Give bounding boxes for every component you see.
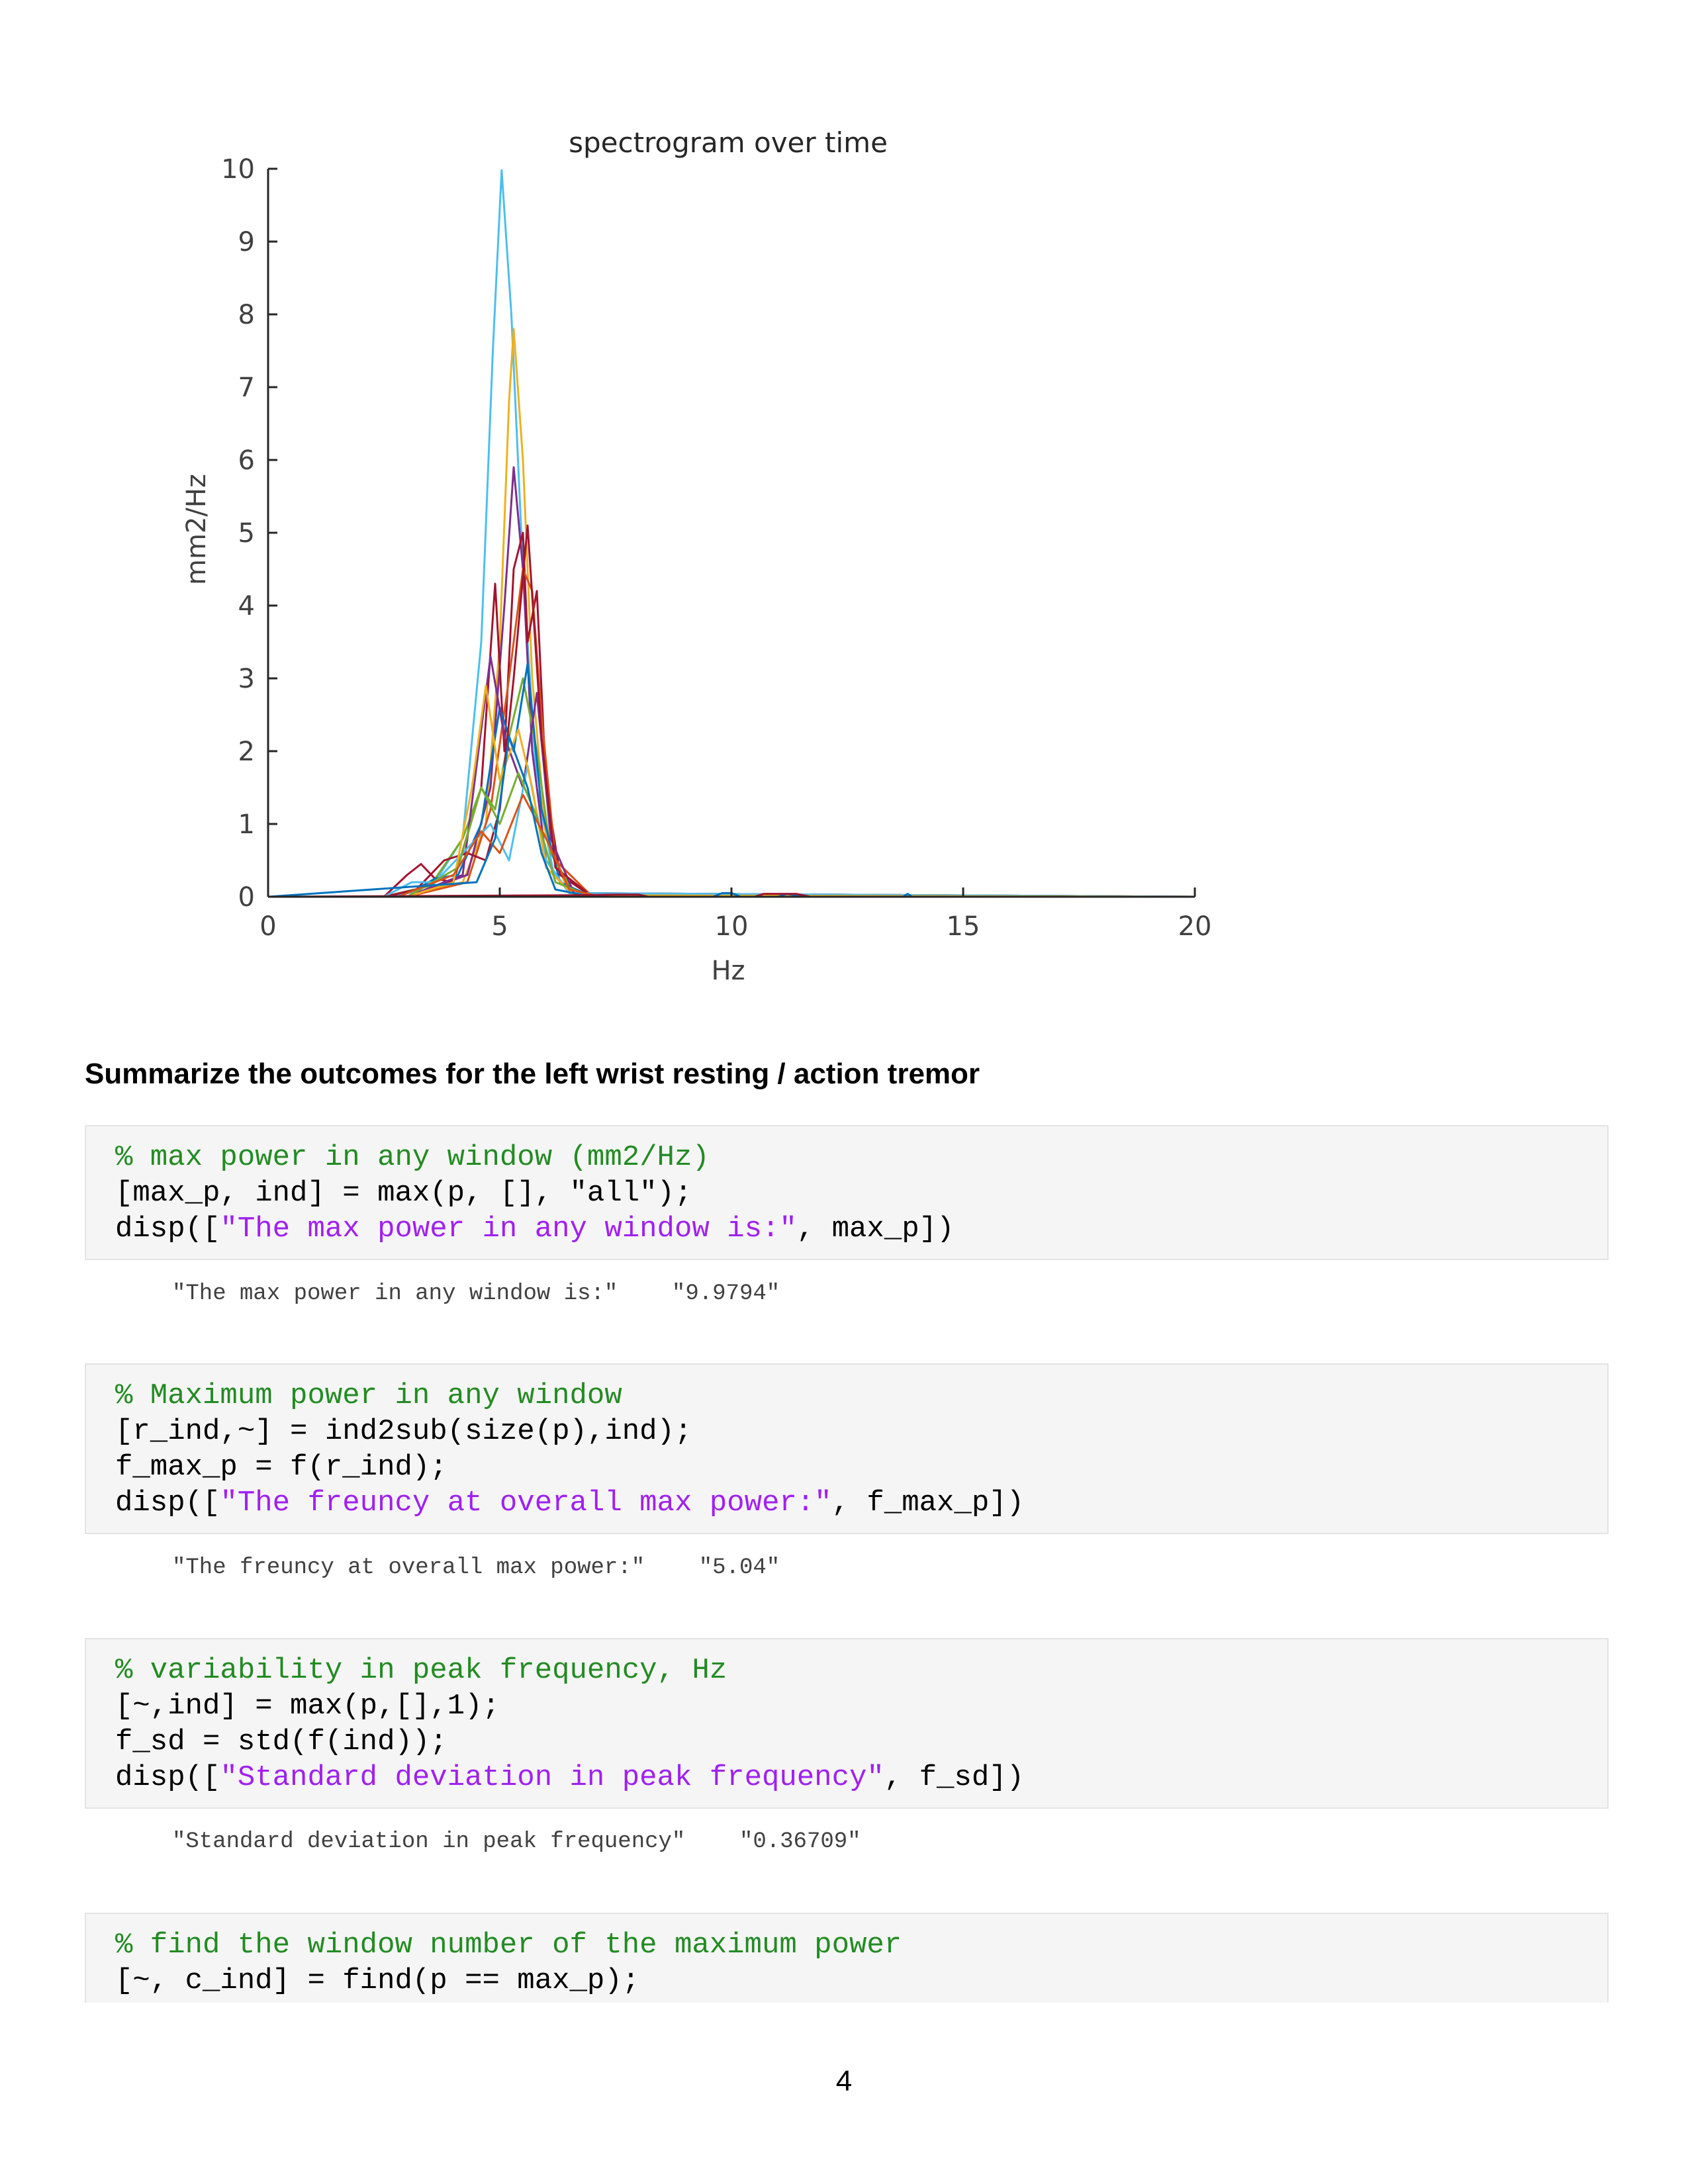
code-line: f_sd = std(f(ind)); [115, 1725, 447, 1758]
series-line-13 [268, 794, 1195, 898]
x-tick-label: 5 [491, 911, 508, 942]
code-comment: % Maximum power in any window [115, 1379, 622, 1412]
code-text: disp([ [115, 1761, 220, 1794]
y-tick-label: 4 [238, 591, 255, 621]
code-line: disp(["The max power in any window is:",… [115, 1211, 1578, 1247]
code-comment: % find the window number of the maximum … [115, 1929, 902, 1962]
x-tick-label: 0 [259, 911, 276, 942]
x-tick-label: 10 [715, 911, 749, 942]
y-tick-label: 1 [238, 809, 255, 840]
code-text: disp([ [115, 1212, 220, 1246]
code-line: [r_ind,~] = ind2sub(size(p),ind); [115, 1415, 692, 1448]
code-string: "The max power in any window is:" [220, 1212, 797, 1246]
x-axis-label: Hz [711, 956, 745, 986]
series-line-2 [268, 328, 1196, 898]
code-text: disp([ [115, 1486, 220, 1520]
code-line: disp(["Standard deviation in peak freque… [115, 1760, 1578, 1796]
x-axis-ticks: 0 5 10 15 20 [259, 887, 1211, 942]
code-string: "Standard deviation in peak frequency" [220, 1761, 884, 1794]
code-line: [~,ind] = max(p,[],1); [115, 1690, 500, 1723]
y-axis-ticks: 0 1 2 3 4 5 6 7 8 9 10 [221, 154, 277, 913]
cell-output-1: "The max power in any window is:" "9.979… [172, 1281, 780, 1306]
code-line: [~, c_ind] = find(p == max_p); [115, 1964, 640, 1997]
code-line: disp(["The freuncy at overall max power:… [115, 1485, 1578, 1521]
axes [267, 169, 1195, 898]
code-text: , max_p]) [796, 1212, 955, 1246]
code-comment: % variability in peak frequency, Hz [115, 1654, 727, 1687]
y-tick-label: 8 [238, 300, 255, 330]
page-number: 4 [835, 2065, 853, 2097]
series-line-4 [268, 531, 1195, 898]
series-line-11 [268, 684, 1196, 898]
y-tick-label: 5 [238, 518, 255, 549]
series-line-9 [268, 524, 1195, 898]
y-tick-label: 9 [238, 227, 255, 257]
x-tick-label: 20 [1178, 911, 1212, 942]
series-line-8 [268, 655, 1196, 898]
code-cell-3[interactable]: % variability in peak frequency, Hz [~,i… [85, 1638, 1609, 1809]
y-tick-label: 10 [221, 154, 255, 185]
plot-lines [267, 169, 1196, 898]
code-comment: % max power in any window (mm2/Hz) [115, 1141, 710, 1174]
series-line-3 [268, 466, 1196, 898]
code-string: "The freuncy at overall max power:" [220, 1486, 832, 1520]
x-tick-label: 15 [947, 911, 980, 942]
y-tick-label: 6 [238, 445, 255, 476]
y-tick-label: 7 [238, 373, 255, 403]
series-line-7 [268, 662, 1195, 898]
series-line-1 [268, 169, 1195, 898]
section-heading: Summarize the outcomes for the left wris… [85, 1058, 980, 1090]
cell-output-2: "The freuncy at overall max power:" "5.0… [172, 1555, 780, 1580]
series-line-6 [268, 677, 1196, 898]
code-line: [max_p, ind] = max(p, [], "all"); [115, 1177, 692, 1210]
chart-title: spectrogram over time [569, 126, 888, 159]
code-line: f_max_p = f(r_ind); [115, 1451, 447, 1484]
y-tick-label: 2 [238, 737, 255, 767]
code-text: , f_max_p]) [831, 1486, 1025, 1520]
y-tick-label: 0 [238, 882, 255, 913]
cell-output-3: "Standard deviation in peak frequency" "… [172, 1829, 861, 1854]
code-cell-4[interactable]: % find the window number of the maximum … [85, 1913, 1609, 2003]
code-cell-1[interactable]: % max power in any window (mm2/Hz) [max_… [85, 1125, 1609, 1260]
series-line-10 [268, 764, 1196, 898]
y-tick-label: 3 [238, 664, 255, 694]
code-text: , f_sd]) [884, 1761, 1025, 1794]
series-line-14 [267, 735, 1195, 898]
spectrogram-figure: spectrogram over time 0 5 10 15 20 0 1 2 3 4 5 6 7 8… [181, 126, 1211, 986]
y-axis-label: mm2/Hz [181, 474, 212, 585]
code-cell-2[interactable]: % Maximum power in any window [r_ind,~] … [85, 1363, 1609, 1534]
series-line-5 [268, 568, 1195, 898]
series-line-12 [268, 772, 1195, 898]
